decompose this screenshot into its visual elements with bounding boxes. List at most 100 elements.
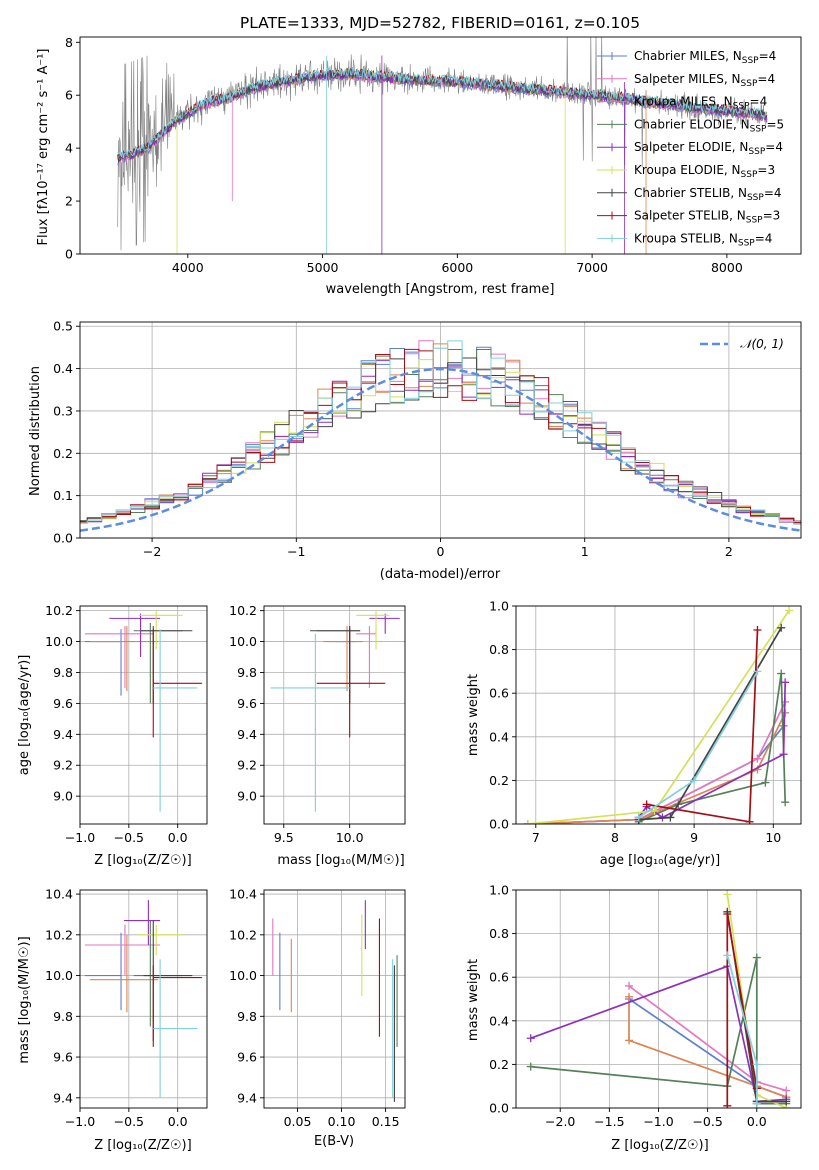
series-line bbox=[628, 996, 787, 1098]
x-tick-label: 8 bbox=[611, 830, 619, 845]
series-marker bbox=[723, 909, 732, 918]
y-tick-label: 10.0 bbox=[45, 634, 73, 649]
y-tick-label: 0.8 bbox=[489, 926, 509, 941]
y-tick-label: 10.0 bbox=[229, 968, 257, 983]
spectrum-model-line bbox=[117, 66, 767, 159]
y-tick-label: 10.0 bbox=[45, 968, 73, 983]
axes-frame bbox=[79, 889, 208, 1109]
legend-entry: Kroupa STELIB, NSSP=4 bbox=[634, 231, 772, 248]
y-tick-label: 0.5 bbox=[53, 319, 73, 334]
series-marker bbox=[642, 800, 651, 809]
axes-frame bbox=[79, 321, 802, 539]
y-tick-label: 0.2 bbox=[53, 446, 73, 461]
series-marker bbox=[650, 806, 659, 815]
axes-frame bbox=[515, 605, 802, 825]
y-tick-label: 0.8 bbox=[489, 642, 509, 657]
x-tick-label: 8000 bbox=[711, 260, 743, 275]
x-tick-label: 0.10 bbox=[328, 1114, 356, 1129]
line-series bbox=[523, 606, 794, 824]
series-marker bbox=[625, 981, 634, 990]
spectrum-panel: PLATE=1333, MJD=52782, FIBERID=0161, z=0… bbox=[36, 14, 802, 297]
spectrum-ylabel: Flux [fλ10⁻¹⁷ erg cm⁻² s⁻¹ A⁻¹] bbox=[36, 49, 51, 246]
y-tick-label: 9.4 bbox=[53, 727, 73, 742]
series-marker bbox=[690, 776, 699, 785]
mass-vs-Z-panel: Z [log₁₀(Z/Z☉)] mass [log₁₀(M/M☉)] −1.0 −… bbox=[17, 887, 208, 1153]
x-tick-label: −0.5 bbox=[114, 1114, 144, 1129]
series-marker bbox=[723, 951, 732, 960]
series-marker bbox=[753, 754, 762, 763]
x-tick-label: 0.05 bbox=[284, 1114, 312, 1129]
series-line bbox=[530, 965, 787, 1103]
massZ-ylabel: mass [log₁₀(M/M☉)] bbox=[17, 936, 32, 1063]
massweight-vs-age-panel: age [log₁₀(age/yr)] mass weight 7 8 9 10 0.0… bbox=[466, 599, 802, 868]
x-tick-label: −1.5 bbox=[594, 1114, 624, 1129]
x-tick-label: 5000 bbox=[307, 260, 339, 275]
series-marker bbox=[723, 1101, 732, 1108]
x-tick-label: −2 bbox=[143, 544, 161, 559]
spectrum-xlabel: wavelength [Angstrom, rest frame] bbox=[326, 282, 555, 297]
y-tick-label: 4 bbox=[65, 141, 73, 156]
y-tick-label: 0.4 bbox=[489, 1013, 509, 1028]
x-tick-label: 4000 bbox=[172, 260, 204, 275]
series-marker bbox=[782, 1097, 791, 1106]
axes-frame bbox=[79, 605, 208, 825]
axes-frame bbox=[263, 889, 406, 1109]
errorbar-series bbox=[84, 900, 203, 1098]
y-tick-label: 8 bbox=[65, 35, 73, 50]
y-tick-label: 10.2 bbox=[45, 927, 73, 942]
massE-xlabel: E(B-V) bbox=[314, 1134, 354, 1149]
legend-entry: Salpeter MILES, NSSP=4 bbox=[634, 72, 775, 89]
ageZ-xlabel: Z [log₁₀(Z/Z☉)] bbox=[94, 853, 191, 868]
series-marker bbox=[781, 798, 790, 807]
series-marker bbox=[785, 606, 794, 615]
x-tick-label: 1 bbox=[581, 544, 589, 559]
legend-entry: Chabrier ELODIE, NSSP=5 bbox=[634, 117, 784, 134]
legend-entry: Kroupa ELODIE, NSSP=3 bbox=[634, 163, 775, 180]
y-tick-label: 9.4 bbox=[237, 1090, 257, 1105]
y-tick-label: 9.8 bbox=[53, 1009, 73, 1024]
series-marker bbox=[625, 1036, 634, 1045]
y-tick-label: 0.0 bbox=[489, 1101, 509, 1116]
line-series bbox=[526, 890, 791, 1108]
x-tick-label: −2.0 bbox=[545, 1114, 575, 1129]
series-marker bbox=[752, 1060, 761, 1069]
y-tick-label: 9.8 bbox=[237, 1009, 257, 1024]
errorbar-series bbox=[270, 610, 400, 812]
y-tick-label: 9.0 bbox=[53, 789, 73, 804]
series-marker bbox=[779, 750, 788, 759]
errorbar-series bbox=[272, 900, 398, 1102]
series-marker bbox=[777, 623, 786, 632]
x-tick-label: −1.0 bbox=[643, 1114, 673, 1129]
spectrum-model-line bbox=[117, 68, 768, 163]
y-tick-label: 9.6 bbox=[53, 696, 73, 711]
x-tick-label: −0.5 bbox=[114, 830, 144, 845]
y-tick-label: 0.4 bbox=[53, 361, 73, 376]
y-tick-label: 9.8 bbox=[237, 665, 257, 680]
gaussian-reference-curve bbox=[80, 367, 801, 532]
x-tick-label: 7 bbox=[532, 830, 540, 845]
x-tick-label: −1 bbox=[287, 544, 305, 559]
series-marker bbox=[777, 669, 786, 678]
mass-vs-ebv-panel: E(B-V) 0.05 0.10 0.15 9.4 9.6 9.8 10.0 10.2 10.4 bbox=[229, 887, 406, 1149]
axes-frame bbox=[515, 889, 802, 1109]
series-marker bbox=[752, 1099, 761, 1108]
y-tick-label: 10.0 bbox=[229, 634, 257, 649]
series-line bbox=[638, 627, 782, 821]
ageM-xlabel: mass [log₁₀(M/M☉)] bbox=[277, 853, 404, 868]
x-tick-label: 2 bbox=[725, 544, 733, 559]
series-marker bbox=[745, 817, 754, 824]
series-marker bbox=[753, 625, 762, 634]
massZ-xlabel: Z [log₁₀(Z/Z☉)] bbox=[94, 1138, 191, 1153]
x-tick-label: 9 bbox=[690, 830, 698, 845]
x-tick-label: 7000 bbox=[576, 260, 608, 275]
legend-entry: Chabrier MILES, NSSP=4 bbox=[634, 49, 776, 66]
series-marker bbox=[781, 678, 790, 687]
y-tick-label: 0.6 bbox=[489, 686, 509, 701]
y-tick-label: 0.1 bbox=[53, 488, 73, 503]
y-tick-label: 0.2 bbox=[489, 773, 509, 788]
series-marker bbox=[666, 813, 675, 822]
mwZ-ylabel: mass weight bbox=[466, 959, 481, 1041]
spectrum-lines bbox=[117, 37, 768, 254]
series-marker bbox=[634, 813, 643, 822]
